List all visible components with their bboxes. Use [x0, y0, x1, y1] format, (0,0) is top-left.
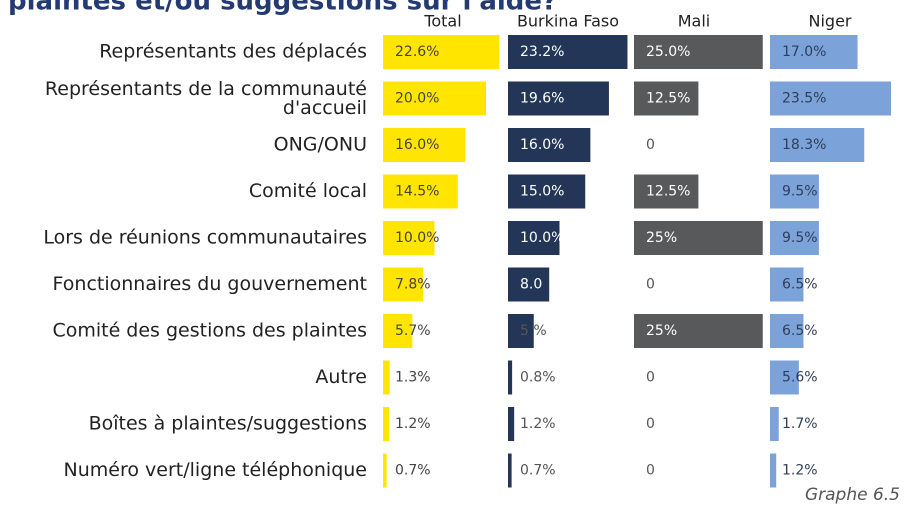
value-label: 1.3% [395, 370, 431, 386]
category-label: d'accueil [283, 97, 367, 119]
value-label: 1.2% [395, 416, 431, 432]
value-label: 18.3% [782, 137, 826, 153]
bar [770, 267, 804, 302]
series-header: Mali [678, 12, 711, 31]
value-label: 10.0% [395, 230, 439, 246]
bar [383, 128, 466, 162]
value-label: 25% [646, 230, 677, 246]
category-label: Lors de réunions communautaires [43, 227, 367, 249]
bar [508, 407, 515, 441]
bar [770, 221, 819, 255]
value-label: 16.0% [395, 137, 439, 153]
category-label: Numéro vert/ligne téléphonique [64, 459, 367, 481]
bar [383, 174, 458, 209]
value-label: 9.5% [782, 230, 818, 246]
bar [634, 35, 763, 69]
category-label: ONG/ONU [274, 134, 367, 156]
category-label: Autre [315, 366, 367, 388]
bar [634, 81, 699, 116]
value-label: 1.2% [520, 416, 556, 432]
value-label: 19.6% [520, 91, 564, 107]
value-label: 8.0 [520, 277, 542, 293]
bar [770, 314, 804, 348]
bar [383, 314, 413, 348]
bar [508, 314, 534, 348]
bar [770, 174, 819, 209]
value-label: 25.0% [646, 44, 690, 60]
bar [383, 360, 390, 395]
value-label: 6.5% [782, 277, 818, 293]
category-label: Fonctionnaires du gouvernement [53, 273, 367, 295]
value-label: 0 [646, 463, 655, 479]
value-label: 0.8% [520, 370, 556, 386]
value-label: 0 [646, 416, 655, 432]
value-label: 0 [646, 370, 655, 386]
value-label: 17.0% [782, 44, 826, 60]
value-label: 7.8% [395, 277, 431, 293]
bar [383, 81, 486, 116]
value-label: 20.0% [395, 91, 439, 107]
bar [770, 128, 865, 162]
series-header: Total [423, 12, 461, 31]
bar [508, 174, 586, 209]
bar [770, 81, 892, 116]
bar [508, 81, 609, 116]
bar [634, 314, 763, 348]
category-label: Représentants des déplacés [99, 41, 367, 63]
bar [383, 407, 390, 441]
bar [383, 453, 387, 488]
value-label: 5 % [520, 323, 547, 339]
bar [508, 453, 512, 488]
value-label: 0.7% [395, 463, 431, 479]
bar [508, 360, 513, 395]
category-label: Représentants de la communauté [45, 78, 367, 100]
value-label: 5.7% [395, 323, 431, 339]
value-label: 12.5% [646, 184, 690, 200]
value-label: 9.5% [782, 184, 818, 200]
value-label: 12.5% [646, 91, 690, 107]
bar [508, 35, 628, 69]
value-label: 0.7% [520, 463, 556, 479]
value-label: 22.6% [395, 44, 439, 60]
chart-title: plaintes et/ou suggestions sur l'aide? [8, 0, 557, 17]
value-label: 5.6% [782, 370, 818, 386]
value-label: 25% [646, 323, 677, 339]
series-header: Burkina Faso [517, 12, 619, 31]
value-label: 6.5% [782, 323, 818, 339]
bar [770, 360, 799, 395]
value-label: 14.5% [395, 184, 439, 200]
value-label: 23.2% [520, 44, 564, 60]
category-label: Comité local [249, 180, 367, 202]
bar [508, 267, 550, 302]
bar [508, 221, 560, 255]
value-label: 23.5% [782, 91, 826, 107]
series-header: Niger [809, 12, 852, 31]
value-label: 1.2% [782, 463, 818, 479]
bar [508, 128, 591, 162]
value-label: 15.0% [520, 184, 564, 200]
value-label: 1.7% [782, 416, 818, 432]
value-label: 16.0% [520, 137, 564, 153]
bar [383, 221, 435, 255]
value-label: 0 [646, 137, 655, 153]
bar [770, 35, 858, 69]
value-label: 0 [646, 277, 655, 293]
category-label: Comité des gestions des plaintes [52, 320, 367, 342]
bar [634, 221, 763, 255]
bar [383, 35, 500, 69]
bar [383, 267, 424, 302]
bar [634, 174, 699, 209]
footnote: Graphe 6.5 [805, 485, 900, 505]
bar [770, 407, 779, 441]
category-label: Boîtes à plaintes/suggestions [89, 413, 367, 435]
bar [770, 453, 777, 488]
value-label: 10.0% [520, 230, 564, 246]
